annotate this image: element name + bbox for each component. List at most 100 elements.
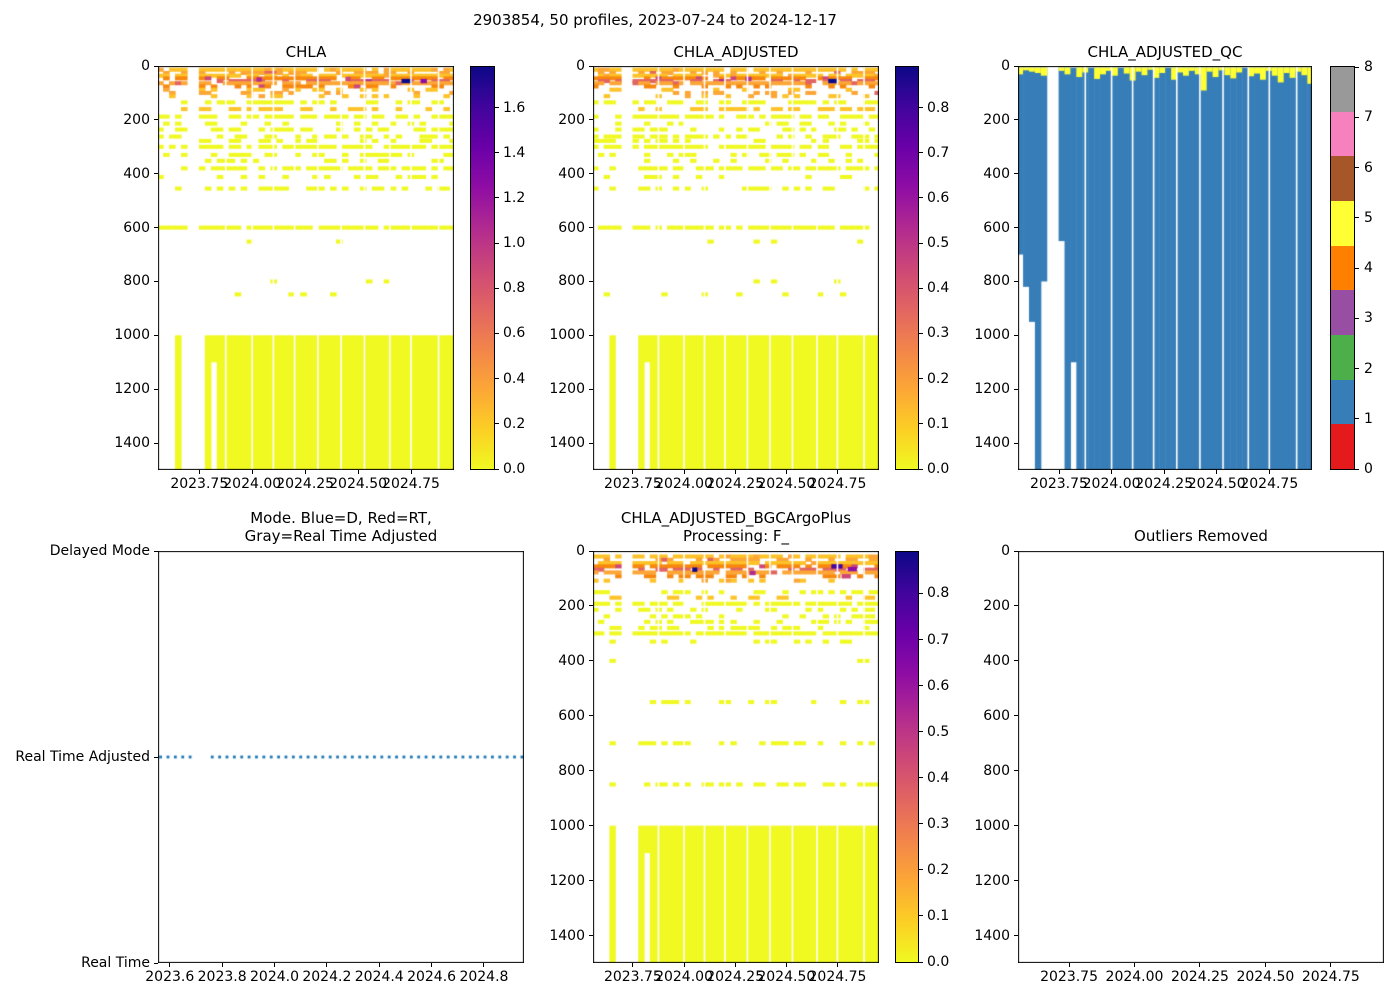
y-tick-mark: [154, 119, 158, 121]
y-tick-mark: [1014, 173, 1018, 175]
colorbar-tick-mark: [919, 152, 923, 154]
y-tick-mark: [1014, 935, 1018, 937]
colorbar-segment-qc-2: [1331, 334, 1354, 380]
y-tick-mark: [589, 173, 593, 175]
x-tick-label: 2024.00: [223, 476, 282, 492]
y-tick-label: 400: [983, 165, 1010, 182]
x-tick-mark: [357, 470, 359, 474]
colorbar-tick-label: 0.4: [927, 280, 950, 297]
y-tick-label: 1200: [974, 381, 1010, 398]
x-tick-label: 2024.00: [1082, 476, 1141, 492]
x-tick-label: 2024.25: [706, 969, 765, 985]
y-tick-label: 1200: [114, 381, 150, 398]
colorbar-tick-mark: [1355, 116, 1359, 118]
y-tick-mark: [154, 280, 158, 282]
colorbar-segment-qc-0: [1331, 423, 1354, 469]
x-tick-label: 2024.25: [276, 476, 335, 492]
colorbar-tick-label: 2: [1364, 360, 1373, 377]
colorbar-tick-label: 1.2: [503, 189, 526, 206]
colorbar-tick-label: 0.8: [503, 280, 526, 297]
y-tick-mark: [1014, 715, 1018, 717]
x-tick-mark: [410, 470, 412, 474]
x-tick-mark: [1134, 963, 1135, 967]
figure-title: 2903854, 50 profiles, 2023-07-24 to 2024…: [473, 11, 837, 29]
y-tick-mark: [589, 660, 593, 662]
colorbar-tick-mark: [919, 777, 923, 779]
colorbar-tick-label: 0.1: [927, 415, 950, 432]
colorbar-tick-mark: [919, 242, 923, 244]
y-tick-label: 400: [983, 652, 1010, 669]
y-tick-label: 600: [558, 219, 585, 236]
x-tick-label: 2024.00: [655, 476, 713, 492]
x-tick-mark: [1264, 963, 1266, 967]
x-tick-label: 2024.50: [757, 969, 816, 985]
colorbar-bgcargoplus: [895, 551, 919, 963]
colorbar-tick-mark: [919, 107, 923, 109]
y-tick-label: 1000: [549, 327, 585, 344]
colorbar-segment-qc-1: [1331, 379, 1354, 425]
y-tick-mark: [589, 935, 593, 937]
x-tick-label: 2024.2: [302, 969, 352, 985]
x-tick-mark: [683, 963, 685, 967]
y-tick-label: 1200: [549, 872, 585, 889]
colorbar-tick-mark: [919, 378, 923, 380]
y-tick-label: 800: [983, 273, 1010, 290]
panel-title-chla-adjusted-qc: CHLA_ADJUSTED_QC: [1087, 43, 1243, 61]
y-tick-label: 600: [123, 219, 150, 236]
x-tick-mark: [1199, 963, 1201, 967]
x-tick-mark: [1268, 470, 1270, 474]
y-tick-label: 200: [558, 597, 585, 614]
colorbar-segment-qc-7: [1331, 111, 1354, 157]
colorbar-tick-mark: [495, 423, 499, 425]
colorbar-tick-label: 5: [1364, 209, 1373, 226]
y-category-label: Real Time: [81, 955, 150, 971]
x-tick-label: 2024.50: [1236, 969, 1295, 985]
x-tick-label: 2023.75: [603, 969, 662, 985]
x-tick-mark: [198, 470, 200, 474]
colorbar-tick-mark: [1355, 368, 1359, 369]
colorbar-chla: [470, 66, 495, 470]
y-tick-mark: [154, 227, 158, 229]
x-tick-mark: [785, 963, 787, 967]
y-tick-label: 1200: [974, 872, 1010, 889]
y-tick-label: 200: [123, 111, 150, 128]
y-tick-mark: [154, 962, 158, 964]
y-tick-mark: [1014, 280, 1018, 282]
x-tick-label: 2024.6: [407, 969, 457, 985]
x-tick-label: 2024.75: [808, 476, 867, 492]
colorbar-tick-label: 0.6: [927, 677, 950, 694]
y-tick-mark: [154, 173, 158, 175]
colorbar-tick-mark: [495, 468, 499, 470]
colorbar-tick-label: 0.5: [927, 723, 950, 740]
colorbar-segment-qc-8: [1331, 66, 1354, 112]
y-tick-mark: [589, 227, 593, 229]
x-tick-label: 2023.8: [197, 969, 247, 985]
colorbar-tick-mark: [495, 107, 499, 109]
y-tick-mark: [1014, 770, 1018, 772]
colorbar-tick-label: 0.6: [503, 325, 526, 342]
x-tick-label: 2024.25: [1135, 476, 1194, 492]
x-tick-mark: [378, 963, 380, 967]
x-tick-label: 2024.50: [757, 476, 816, 492]
y-tick-label: 1400: [114, 435, 150, 452]
y-tick-mark: [589, 442, 593, 444]
y-tick-label: 600: [558, 707, 585, 724]
colorbar-tick-label: 0.7: [927, 631, 950, 648]
x-tick-label: 2023.75: [1040, 969, 1098, 985]
colorbar-tick-mark: [919, 639, 923, 641]
colorbar-tick-mark: [919, 332, 923, 334]
chla-adjusted-heatmap: [593, 66, 879, 470]
colorbar-tick-label: 0.5: [927, 235, 950, 252]
y-tick-mark: [1014, 880, 1018, 882]
y-tick-mark: [589, 388, 593, 390]
colorbar-tick-label: 0.0: [503, 461, 526, 477]
y-tick-mark: [589, 334, 593, 336]
x-tick-mark: [251, 470, 253, 474]
y-tick-label: 600: [983, 707, 1010, 724]
colorbar-tick-mark: [495, 287, 499, 289]
x-tick-label: 2023.75: [1030, 476, 1088, 492]
colorbar-tick-mark: [919, 823, 923, 825]
y-tick-label: 200: [983, 111, 1010, 128]
y-tick-label: 200: [558, 111, 585, 128]
x-tick-label: 2024.75: [382, 476, 440, 492]
